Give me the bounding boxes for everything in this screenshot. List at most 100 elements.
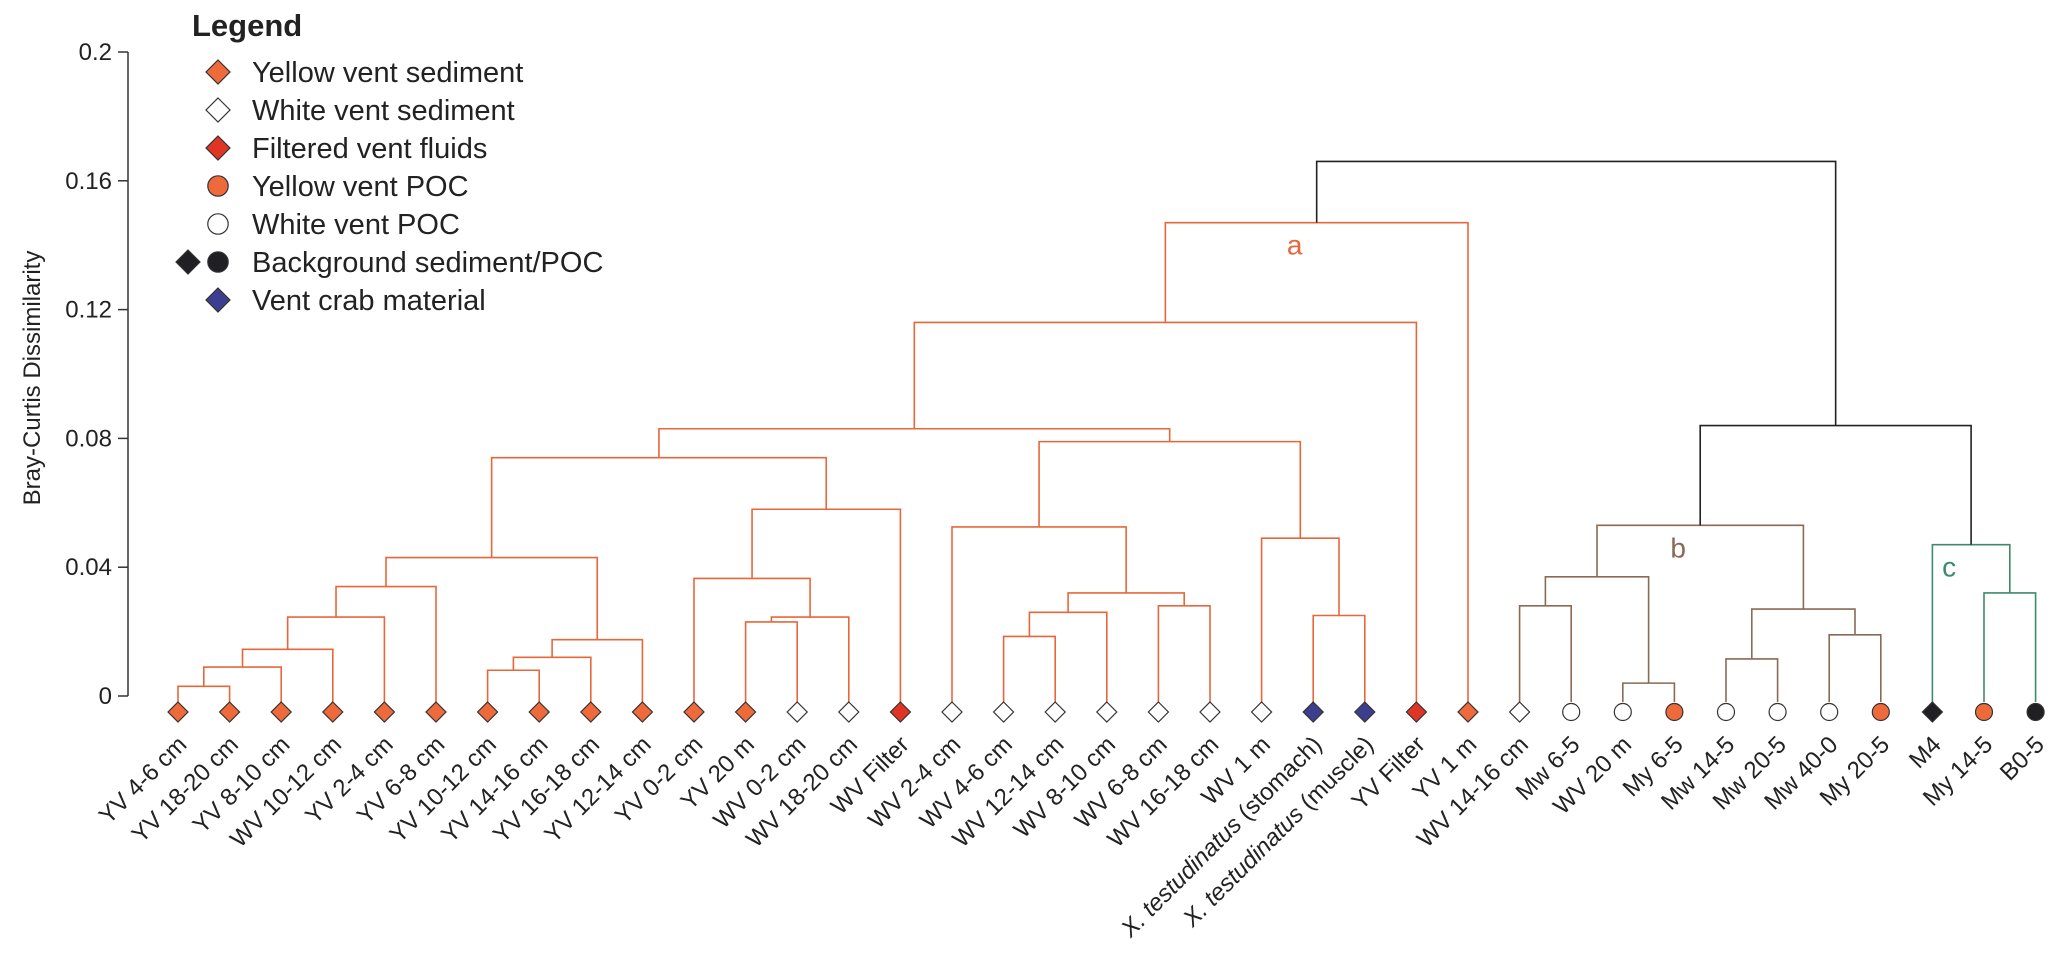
leaf-marker-diamond [218,701,241,723]
dendrogram-link [744,621,798,702]
leaf-marker-circle [1871,702,1890,722]
dendrogram-tree [177,160,2037,702]
dendrogram-link [1312,614,1366,702]
dendrogram-link [1983,592,2037,702]
dendrogram-link [385,556,599,640]
leaf-marker-diamond [1250,701,1273,723]
y-axis-label: Bray-Curtis Dissimilarity [19,251,46,506]
dendrogram-link [951,526,1127,702]
dendrogram-link [1725,658,1779,702]
y-tick-label: 0.16 [65,168,112,195]
y-axis: 0 0.04 0.08 0.12 0.16 0.2 [65,39,129,710]
leaf-marker-diamond [167,701,189,723]
legend-title: Legend [192,8,302,43]
legend-entry-label: Filtered vent fluids [252,133,487,165]
dendrogram-link [1518,605,1572,702]
leaf-marker-diamond [889,701,912,723]
dendrogram-link [770,616,850,702]
dendrogram-link [335,585,437,702]
y-tick-label: 0.04 [65,554,112,581]
dendrogram-link [1028,611,1108,702]
leaf-marker-diamond [1147,701,1170,723]
leaf-marker-diamond [1302,701,1325,723]
legend-circle-icon [207,251,229,273]
leaf-marker-diamond [1921,701,1944,723]
leaf-marker-diamond [992,701,1015,723]
dendrogram-link [241,648,334,702]
leaf-marker-circle [2026,702,2045,722]
leaf-label: M4 [1904,731,1947,774]
leaf-marker-circle [1768,702,1787,722]
legend-entry-label: White vent sediment [252,95,515,127]
cluster-label-b: b [1670,532,1686,563]
dendrogram-link [1002,635,1056,702]
legend-entry-label: Vent crab material [252,285,486,317]
leaf-marker-diamond [270,701,293,723]
leaf-marker-diamond [425,701,447,723]
dendrogram-link [1699,424,1972,545]
dendrogram-link [1260,537,1340,702]
legend-circle-icon [207,213,229,235]
leaf-marker-diamond [734,701,757,723]
dendrogram-link [751,508,902,702]
cluster-labels: a b c [1287,230,1956,583]
dendrogram-link [1067,592,1185,613]
leaf-marker-diamond [837,701,860,723]
dendrogram-link [177,685,231,702]
dendrogram-link [486,669,540,702]
dendrogram-link [203,666,282,702]
legend: Legend Yellow vent sediment White vent se… [175,8,603,317]
leaf-markers [167,701,2045,723]
y-tick-label: 0 [99,683,112,710]
leaf-marker-diamond [373,701,396,723]
leaf-marker-diamond [476,701,499,723]
dendrogram-link [1544,576,1650,684]
leaf-marker-diamond [579,701,602,723]
leaf-marker-diamond [321,701,344,723]
leaf-marker-circle [1613,702,1632,722]
legend-circle-icon [207,175,229,197]
leaf-marker-diamond [1457,701,1479,723]
leaf-marker-diamond [1199,701,1221,723]
leaf-marker-diamond [1044,701,1067,723]
dendrogram-link [658,427,1171,458]
legend-diamond-icon [205,287,231,313]
legend-diamond-icon [205,97,231,123]
y-tick-label: 0.2 [79,39,112,66]
dendrogram-link [1751,608,1856,659]
dendrogram-link [286,616,386,702]
legend-entry-label: Yellow vent sediment [252,57,523,89]
y-tick-label: 0.08 [65,425,112,452]
leaf-marker-circle [1665,702,1684,722]
legend-entry-label: White vent POC [252,209,460,241]
leaf-marker-diamond [683,701,705,723]
dendrogram-link [693,577,811,702]
dendrogram-link [1315,160,1837,426]
leaf-label: B0-5 [1995,731,2050,786]
legend-diamond-icon [205,59,231,85]
dendrogram-link [1157,605,1211,702]
leaf-marker-diamond [941,701,963,723]
dendrogram-link [490,456,828,558]
dendrogram-link [1622,682,1676,702]
dendrogram-link [1038,440,1302,539]
leaf-marker-circle [1562,702,1581,722]
leaf-marker-diamond [1405,701,1428,723]
leaf-marker-circle [1974,702,1994,722]
leaf-marker-diamond [631,701,654,723]
y-tick-label: 0.12 [65,297,112,324]
cluster-label-a: a [1287,230,1303,261]
legend-entry-label: Background sediment/POC [252,247,603,279]
leaf-marker-diamond [1353,701,1376,723]
dendrogram-link [1828,634,1882,702]
leaf-marker-diamond [786,701,809,723]
leaf-marker-diamond [1508,701,1531,723]
dendrogram-link [512,656,592,702]
leaf-marker-circle [1716,702,1736,722]
legend-entry-label: Yellow vent POC [252,171,469,203]
leaf-marker-diamond [528,701,551,723]
legend-diamond-icon [175,249,201,275]
dendrogram-link [1596,524,1805,610]
